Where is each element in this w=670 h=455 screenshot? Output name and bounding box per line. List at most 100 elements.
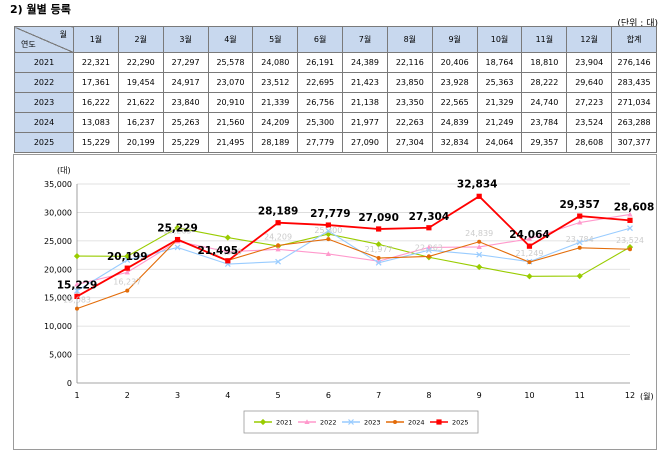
data-point (325, 222, 331, 228)
data-point (275, 258, 282, 265)
value-cell: 21,339 (252, 92, 299, 113)
data-point (275, 246, 281, 252)
y-tick-label: 5,000 (49, 351, 72, 360)
data-label-2025: 20,199 (107, 251, 148, 263)
data-point (526, 235, 533, 241)
value-cell: 27,297 (162, 52, 209, 73)
series-line-2023 (76, 227, 631, 292)
faint-data-label: 16,237 (113, 278, 141, 287)
value-cell: 25,263 (162, 112, 209, 133)
value-cell: 23,512 (252, 72, 299, 93)
year-cell: 2024 (14, 112, 74, 133)
value-cell: 21,622 (117, 92, 164, 113)
data-point (628, 247, 632, 252)
value-cell: 22,695 (297, 72, 344, 93)
month-header: 6월 (297, 26, 344, 53)
data-point (224, 234, 231, 241)
table-row: 2021 22,321 22,290 27,297 25,578 24,080 26,191… (14, 52, 657, 73)
data-point (577, 245, 582, 250)
total-header: 합계 (611, 26, 657, 53)
unit-label: (단위 : 대) (617, 19, 658, 29)
value-cell: 15,229 (73, 132, 119, 153)
value-cell: 26,756 (297, 92, 344, 113)
faint-data-label: 23,784 (566, 235, 594, 244)
value-cell: 21,495 (207, 132, 254, 153)
y-unit-label: (대) (57, 166, 71, 175)
value-cell: 23,350 (386, 92, 433, 113)
x-tick-label: 3 (175, 391, 180, 400)
data-point (174, 236, 181, 243)
data-point (477, 239, 482, 244)
data-label-2025: 27,779 (310, 208, 351, 220)
data-point (348, 419, 354, 425)
total-cell: 271,034 (611, 92, 657, 113)
data-point (436, 419, 442, 425)
data-label-2025: 28,189 (258, 206, 299, 218)
data-label-2025: 21,495 (198, 245, 239, 257)
x-tick-label: 8 (426, 391, 431, 400)
data-point (325, 227, 332, 234)
value-cell: 16,222 (73, 92, 119, 113)
data-label-2025: 27,090 (358, 212, 399, 224)
value-cell: 25,300 (297, 112, 344, 133)
value-cell: 27,090 (342, 132, 388, 153)
data-point (393, 420, 397, 424)
year-cell: 2022 (14, 72, 74, 93)
x-tick-label: 2 (125, 391, 130, 400)
value-cell: 18,810 (521, 52, 568, 73)
year-cell: 2025 (14, 132, 74, 153)
value-cell: 21,138 (342, 92, 388, 113)
faint-data-label: 13,083 (63, 296, 91, 305)
faint-data-label: 24,209 (264, 232, 292, 241)
data-point (376, 226, 382, 232)
value-cell: 20,406 (431, 52, 478, 73)
series-line-2022 (76, 213, 631, 285)
value-cell: 23,850 (386, 72, 433, 93)
y-tick-label: 15,000 (44, 294, 72, 303)
value-cell: 16,237 (117, 112, 164, 133)
data-point (426, 225, 432, 231)
y-tick-label: 0 (67, 379, 72, 388)
value-cell: 27,304 (386, 132, 433, 153)
value-cell: 20,910 (207, 92, 254, 113)
value-cell: 24,839 (431, 112, 478, 133)
value-cell: 28,189 (252, 132, 299, 153)
value-cell: 24,080 (252, 52, 299, 73)
x-tick-label: 1 (74, 391, 79, 400)
value-cell: 23,784 (521, 112, 568, 133)
series-line-2025 (76, 195, 631, 298)
legend-entry: 2024 (408, 419, 425, 427)
data-label-2025: 28,608 (614, 201, 655, 213)
table-corner-cell: 월 연도 (14, 26, 74, 53)
value-cell: 23,070 (207, 72, 254, 93)
value-cell: 18,764 (476, 52, 523, 73)
data-label-2025: 25,229 (157, 223, 198, 235)
value-cell: 24,389 (342, 52, 388, 73)
y-tick-label: 20,000 (44, 265, 72, 274)
data-point (577, 219, 583, 225)
x-unit-label: (월) (640, 391, 654, 401)
legend-box (243, 410, 479, 434)
value-cell: 19,454 (117, 72, 164, 93)
value-cell: 22,263 (386, 112, 433, 133)
value-cell: 24,917 (162, 72, 209, 93)
y-tick-label: 35,000 (44, 180, 72, 189)
table-row: 2024 13,083 16,237 25,263 21,560 24,209 25,300… (14, 112, 657, 133)
x-tick-label: 6 (326, 391, 331, 400)
value-cell: 28,608 (566, 132, 613, 153)
faint-data-label: 22,263 (415, 243, 443, 252)
x-tick-label: 9 (477, 391, 482, 400)
total-cell: 307,377 (611, 132, 657, 153)
total-cell: 276,146 (611, 52, 657, 73)
data-point (124, 265, 130, 271)
line-chart: 0 5,000 10,000 15,000 20,000 25,000 30,000 35,0… (44, 166, 655, 434)
value-cell: 23,928 (431, 72, 478, 93)
x-tick-label: 12 (625, 391, 635, 400)
table-row: 2022 17,361 19,454 24,917 23,070 23,512 22,695… (14, 72, 657, 93)
value-cell: 22,290 (117, 52, 164, 73)
y-tick-label: 25,000 (44, 237, 72, 246)
data-point (124, 269, 130, 275)
month-header: 9월 (431, 26, 478, 53)
value-cell: 22,116 (386, 52, 433, 73)
data-point (627, 211, 633, 217)
